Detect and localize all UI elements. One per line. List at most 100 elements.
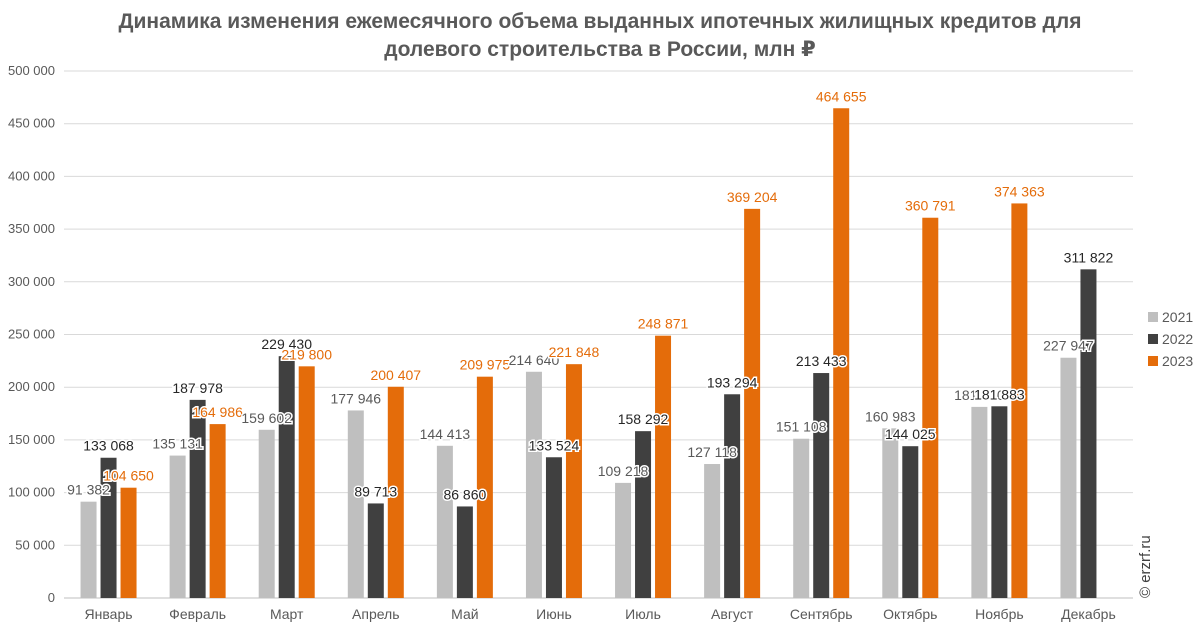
bar-2023 <box>1011 203 1028 599</box>
bar-2021 <box>80 501 97 598</box>
y-tick-label: 200 000 <box>8 379 55 394</box>
x-category-label: Февраль <box>169 606 226 622</box>
data-label-2023: 374 363 <box>994 183 1045 199</box>
x-axis-categories: Январь Февраль Март Апрель Май Июнь Июль Август… <box>85 606 1116 622</box>
bar-2022 <box>100 457 117 598</box>
bar-2023 <box>298 366 315 598</box>
gridlines <box>64 70 1133 599</box>
bar-2022 <box>456 506 473 598</box>
bar-2022 <box>635 431 652 598</box>
bar-2022 <box>991 406 1008 598</box>
x-category-label: Октябрь <box>883 606 937 622</box>
bar-2023 <box>209 424 226 598</box>
bar-2022 <box>367 503 384 598</box>
data-label-2021: 91 382 <box>67 482 110 498</box>
bar-2021 <box>704 464 721 598</box>
data-label-2021: 144 413 <box>420 426 471 442</box>
data-label-2023: 464 655 <box>816 88 867 104</box>
data-label-2022: 181 883 <box>974 386 1025 402</box>
bar-2023 <box>476 376 493 598</box>
bar-2022 <box>902 446 919 598</box>
bar-2023 <box>565 364 582 598</box>
legend-swatch-2023 <box>1148 356 1158 366</box>
bar-2023 <box>655 335 672 598</box>
bar-2022 <box>278 356 295 598</box>
data-label-2021: 160 983 <box>865 408 916 424</box>
bar-2021 <box>793 438 810 598</box>
legend: 2021 2022 2023 <box>1148 309 1193 369</box>
data-label-2022: 213 433 <box>796 353 847 369</box>
legend-label-2022: 2022 <box>1162 331 1193 347</box>
data-label-2022: 158 292 <box>618 411 669 427</box>
bar-2023 <box>387 386 404 598</box>
data-label-2022: 311 822 <box>1064 249 1114 265</box>
data-label-2022: 144 025 <box>885 426 936 442</box>
y-tick-label: 50 000 <box>15 537 55 552</box>
x-category-label: Январь <box>85 606 133 622</box>
y-tick-label: 0 <box>48 590 55 605</box>
x-category-label: Июль <box>625 606 661 622</box>
chart-title-line-2: долевого строительства в России, млн ₽ <box>384 38 816 61</box>
watermark: © erzrf.ru <box>1137 535 1154 598</box>
legend-label-2021: 2021 <box>1162 309 1193 325</box>
data-label-2023: 360 791 <box>905 198 956 214</box>
data-label-2023: 200 407 <box>370 367 421 383</box>
bar-2023 <box>833 108 850 598</box>
x-category-label: Ноябрь <box>975 606 1024 622</box>
bar-2021 <box>525 371 542 598</box>
x-category-label: Август <box>711 606 754 622</box>
bar-2022 <box>545 457 562 598</box>
data-labels: 91 382 133 068 104 650 135 131 187 978 164 98… <box>66 87 1115 504</box>
y-tick-label: 300 000 <box>8 274 55 289</box>
bar-2021 <box>1060 357 1077 598</box>
data-label-2021: 109 218 <box>598 463 649 479</box>
data-label-2021: 177 946 <box>330 390 381 406</box>
bar-2022 <box>813 373 830 598</box>
data-label-2021: 159 602 <box>241 410 292 426</box>
data-label-2023: 164 986 <box>192 404 243 420</box>
y-axis-ticks: 0 50 000 100 000 150 000 200 000 250 000 300 0… <box>8 63 55 605</box>
legend-swatch-2021 <box>1148 312 1158 322</box>
bars <box>80 108 1097 599</box>
x-category-label: Март <box>270 606 304 622</box>
data-label-2023: 221 848 <box>549 344 600 360</box>
bar-2022 <box>189 399 206 598</box>
bar-2021 <box>882 428 899 598</box>
chart-title: Динамика изменения ежемесячного объема в… <box>0 8 1200 64</box>
data-label-2023: 369 204 <box>727 189 778 205</box>
bar-2023 <box>744 208 761 598</box>
y-tick-label: 150 000 <box>8 432 55 447</box>
bar-2021 <box>258 429 275 598</box>
data-label-2023: 219 800 <box>281 346 332 362</box>
x-category-label: Июнь <box>536 606 572 622</box>
y-tick-label: 250 000 <box>8 327 55 342</box>
chart-title-line-1: Динамика изменения ежемесячного объема в… <box>118 10 1082 33</box>
x-category-label: Декабрь <box>1061 606 1116 622</box>
y-tick-label: 400 000 <box>8 168 55 183</box>
data-label-2022: 193 294 <box>707 374 758 390</box>
data-label-2022: 187 978 <box>172 380 223 396</box>
y-tick-label: 100 000 <box>8 485 55 500</box>
x-category-label: Сентябрь <box>790 606 853 622</box>
y-tick-label: 350 000 <box>8 221 55 236</box>
data-label-2022: 89 713 <box>354 483 397 499</box>
data-label-2021: 214 640 <box>509 352 560 368</box>
bar-2022 <box>1080 269 1097 598</box>
data-label-2021: 181 310 <box>954 387 1005 403</box>
bar-2021 <box>971 406 988 598</box>
data-label-2021: 151 108 <box>776 419 827 435</box>
data-label-2023: 209 975 <box>460 357 511 373</box>
bar-2021 <box>347 410 364 598</box>
data-label-2022: 229 430 <box>261 336 312 352</box>
legend-label-2023: 2023 <box>1162 353 1193 369</box>
data-label-2023: 248 871 <box>638 316 689 332</box>
bar-2023 <box>120 487 137 598</box>
data-label-2023: 104 650 <box>103 468 154 484</box>
legend-swatch-2022 <box>1148 334 1158 344</box>
bar-2021 <box>169 455 186 598</box>
x-category-label: Апрель <box>352 606 400 622</box>
data-label-2021: 127 118 <box>687 444 737 460</box>
bar-2023 <box>922 217 939 598</box>
data-label-2022: 133 524 <box>529 437 580 453</box>
